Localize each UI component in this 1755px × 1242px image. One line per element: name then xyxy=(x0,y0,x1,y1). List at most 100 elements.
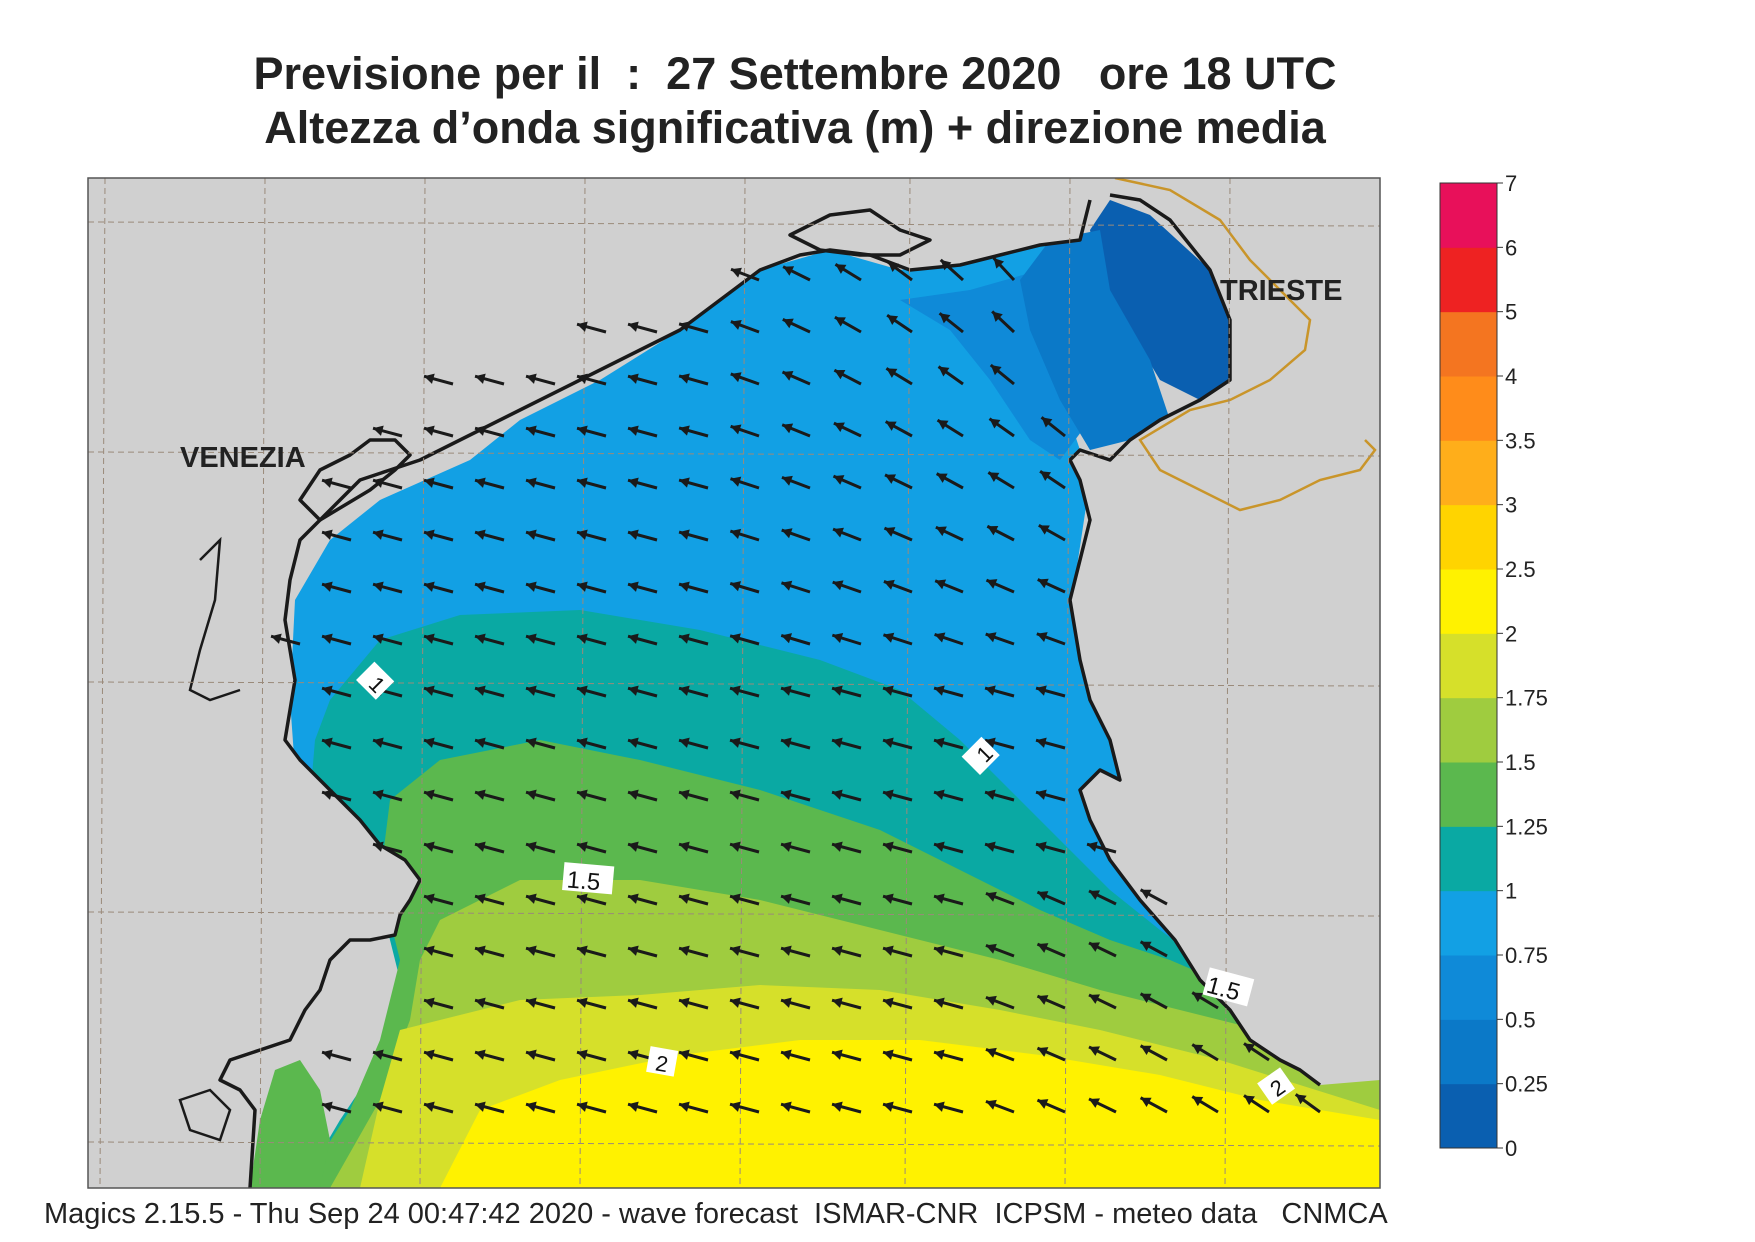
wave-direction-arrow xyxy=(576,477,607,490)
wave-direction-arrow xyxy=(474,685,505,698)
wave-direction-arrow xyxy=(627,789,658,802)
colorbar-swatch xyxy=(1440,311,1497,377)
wave-direction-arrow xyxy=(678,789,709,802)
wave-direction-arrow xyxy=(1191,991,1219,1010)
wave-direction-arrow xyxy=(729,1049,760,1062)
wave-direction-arrow xyxy=(372,581,403,594)
wave-direction-arrow xyxy=(321,685,352,698)
wave-direction-arrow xyxy=(984,789,1015,802)
wave-direction-arrow xyxy=(423,633,454,646)
wave-direction-arrow xyxy=(882,997,913,1010)
graticule-meridian xyxy=(904,178,911,1188)
wave-direction-arrow xyxy=(576,581,607,594)
wave-direction-arrow xyxy=(474,1101,505,1114)
wave-direction-arrow xyxy=(933,1101,964,1114)
wave-direction-arrow xyxy=(985,632,1015,646)
wave-direction-arrow xyxy=(321,581,352,594)
wave-direction-arrow xyxy=(627,633,658,646)
coastline-west xyxy=(218,199,1092,1188)
wave-direction-arrow xyxy=(678,425,709,438)
wave-direction-arrow xyxy=(627,997,658,1010)
wave-direction-arrow xyxy=(938,312,964,334)
wave-direction-arrow xyxy=(627,945,658,958)
wave-direction-arrow xyxy=(780,1049,811,1062)
wave-direction-arrow xyxy=(882,685,913,698)
wave-direction-arrow xyxy=(985,943,1015,958)
wave-direction-arrow xyxy=(883,526,913,542)
wave-direction-arrow xyxy=(1039,470,1066,490)
colorbar-tick-label: 3.5 xyxy=(1505,428,1536,453)
colorbar-swatch xyxy=(1440,569,1497,634)
wave-direction-arrow xyxy=(1038,524,1066,542)
wave-direction-arrow xyxy=(372,1101,403,1114)
colorbar-tick-label: 2.5 xyxy=(1505,557,1536,582)
wave-direction-arrow xyxy=(831,893,862,906)
wave-direction-arrow xyxy=(985,891,1015,906)
wave-direction-arrow xyxy=(988,417,1015,438)
wave-direction-arrow xyxy=(1139,940,1168,958)
wave-direction-arrow xyxy=(474,945,505,958)
wave-direction-arrow xyxy=(831,841,862,854)
wave-direction-arrow xyxy=(985,1099,1015,1114)
contour-label-1.5-center: 1.5 xyxy=(562,862,615,896)
wave-direction-arrow xyxy=(730,424,760,438)
wave-direction-arrow xyxy=(1088,993,1117,1010)
wave-direction-arrow xyxy=(576,1049,607,1062)
wave-direction-arrow xyxy=(780,997,811,1010)
wave-direction-arrow xyxy=(886,313,913,334)
wave-direction-arrow xyxy=(423,893,454,906)
wave-direction-arrow xyxy=(678,685,709,698)
wave-direction-arrow xyxy=(936,418,964,438)
wave-direction-arrow xyxy=(781,528,811,542)
wave-direction-arrow xyxy=(933,997,964,1010)
graticule-parallel xyxy=(88,681,1380,687)
colorbar-tick-label: 7 xyxy=(1505,171,1517,196)
graticule xyxy=(88,178,1380,1188)
wave-direction-arrow xyxy=(576,529,607,542)
place-label-trieste: TRIESTE xyxy=(1220,275,1342,307)
wave-direction-arrow xyxy=(729,789,760,802)
map-body xyxy=(88,178,1380,1188)
wave-direction-arrow xyxy=(832,527,862,542)
wave-direction-arrow xyxy=(525,789,556,802)
contour-label-1-east: 1 xyxy=(961,736,1000,775)
wave-direction-arrow xyxy=(729,685,760,698)
wave-direction-arrow xyxy=(1088,1097,1117,1114)
wave-direction-arrow xyxy=(729,633,760,646)
wave-direction-arrow xyxy=(780,789,811,802)
wave-direction-arrow xyxy=(678,321,709,334)
wave-direction-arrow xyxy=(832,474,862,490)
wave-direction-arrow xyxy=(372,789,403,802)
map-frame xyxy=(87,177,1381,1189)
wave-direction-arrow xyxy=(576,737,607,750)
wave-direction-arrow xyxy=(832,580,862,594)
wave-direction-arrow xyxy=(884,473,913,490)
colorbar-frame xyxy=(1439,182,1498,1149)
wave-direction-arrow xyxy=(627,685,658,698)
wave-direction-arrow xyxy=(834,263,862,282)
wave-direction-arrow xyxy=(934,579,964,594)
graticule-meridian xyxy=(99,178,106,1188)
wave-direction-arrow xyxy=(678,945,709,958)
land-istria xyxy=(1070,178,1380,1085)
coastline-venice-island xyxy=(298,438,412,522)
wave-direction-arrow xyxy=(934,632,964,646)
wave-direction-arrow xyxy=(780,893,811,906)
wave-direction-arrow xyxy=(525,893,556,906)
wave-direction-arrow xyxy=(1139,1096,1168,1114)
colorbar-swatch xyxy=(1440,1019,1497,1085)
wave-direction-arrow xyxy=(372,477,403,490)
colorbar-swatch xyxy=(1440,183,1497,248)
wave-direction-arrow xyxy=(678,1049,709,1062)
wave-direction-arrow xyxy=(729,997,760,1010)
wave-direction-arrow xyxy=(987,471,1015,490)
wave-direction-arrow xyxy=(1036,942,1066,958)
wave-direction-arrow xyxy=(933,945,964,958)
wave-direction-arrow xyxy=(525,477,556,490)
wave-direction-arrow xyxy=(474,997,505,1010)
wave-direction-arrow xyxy=(525,841,556,854)
wave-direction-arrow xyxy=(984,841,1015,854)
wave-direction-arrow xyxy=(321,477,352,490)
wave-direction-arrow xyxy=(627,1101,658,1114)
wave-direction-arrow xyxy=(933,685,964,698)
